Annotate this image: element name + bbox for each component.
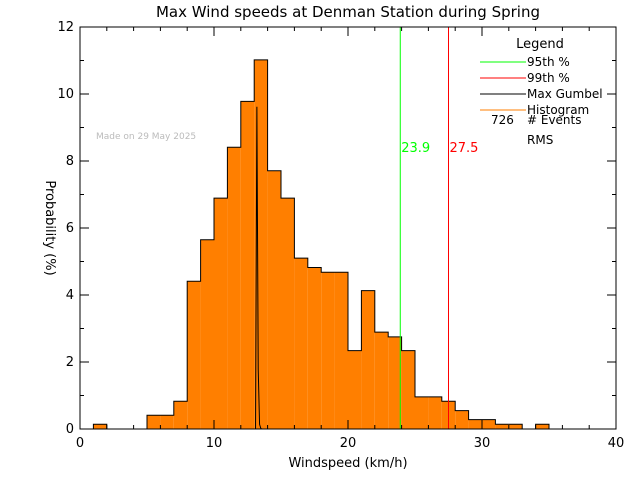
histogram-bar (160, 415, 174, 429)
histogram-bar (227, 147, 241, 429)
chart-title: Max Wind speeds at Denman Station during… (156, 3, 540, 21)
histogram-bar (173, 401, 188, 429)
histogram-bar (200, 239, 214, 429)
histogram-bar (187, 281, 201, 429)
histogram-bar (281, 198, 295, 429)
histogram-bar (267, 170, 281, 429)
histogram-bar (401, 350, 415, 429)
x-axis-label: Windspeed (km/h) (288, 456, 407, 471)
legend-99th-label: 99th % (527, 71, 570, 85)
histogram-bar (334, 272, 348, 429)
percentile-label-1: 27.5 (450, 141, 479, 156)
histogram-bar (361, 290, 375, 429)
y-tick-label: 4 (66, 288, 74, 303)
x-tick-label: 0 (76, 436, 84, 451)
histogram-bar (468, 419, 482, 429)
y-tick-label: 8 (66, 154, 74, 169)
percentile-lines: 23.9 27.5 (399, 27, 479, 429)
histogram-bar (214, 198, 228, 429)
histogram-bar (307, 267, 322, 429)
y-tick-label: 10 (57, 87, 74, 102)
legend-events-count: 726 (491, 113, 514, 127)
histogram-bar (321, 272, 335, 429)
y-tick-label: 0 (66, 422, 74, 437)
legend-events-label: # Events (527, 113, 582, 127)
histogram-bar (428, 396, 442, 429)
histogram-bar (535, 424, 549, 429)
histogram-bar (147, 415, 161, 429)
legend-95th-label: 95th % (527, 55, 570, 69)
x-tick-label: 30 (474, 436, 491, 451)
legend-rms-label: RMS (527, 133, 553, 147)
legend: Legend 95th % 99th % Max Gumbel Histogra… (480, 37, 603, 147)
histogram-bar (388, 336, 402, 429)
histogram-bar (455, 410, 469, 429)
legend-histogram-label: Histogram (527, 103, 589, 117)
histogram-bar (294, 258, 308, 429)
histogram-bar (348, 350, 362, 429)
histogram-bar (415, 396, 429, 429)
y-tick-label: 6 (66, 221, 74, 236)
y-tick-label: 12 (57, 20, 74, 35)
histogram-bar (374, 332, 389, 429)
histogram-bar (482, 419, 496, 429)
x-tick-label: 10 (206, 436, 223, 451)
x-tick-label: 40 (608, 436, 625, 451)
percentile-label-0: 23.9 (401, 141, 430, 156)
histogram-bar (495, 424, 509, 429)
legend-title: Legend (516, 37, 564, 52)
legend-gumbel-label: Max Gumbel (527, 87, 603, 101)
y-tick-label: 2 (66, 355, 74, 370)
histogram-bars (93, 59, 549, 430)
watermark: Made on 29 May 2025 (96, 132, 196, 142)
histogram-bar (240, 101, 255, 430)
axis-ticks: 0 10 20 30 40 0 2 4 6 8 10 12 (57, 20, 624, 451)
x-tick-label: 20 (340, 436, 357, 451)
y-axis-label: Probability (%) (42, 180, 57, 275)
histogram-bar (93, 424, 107, 429)
histogram-bar (508, 424, 523, 429)
